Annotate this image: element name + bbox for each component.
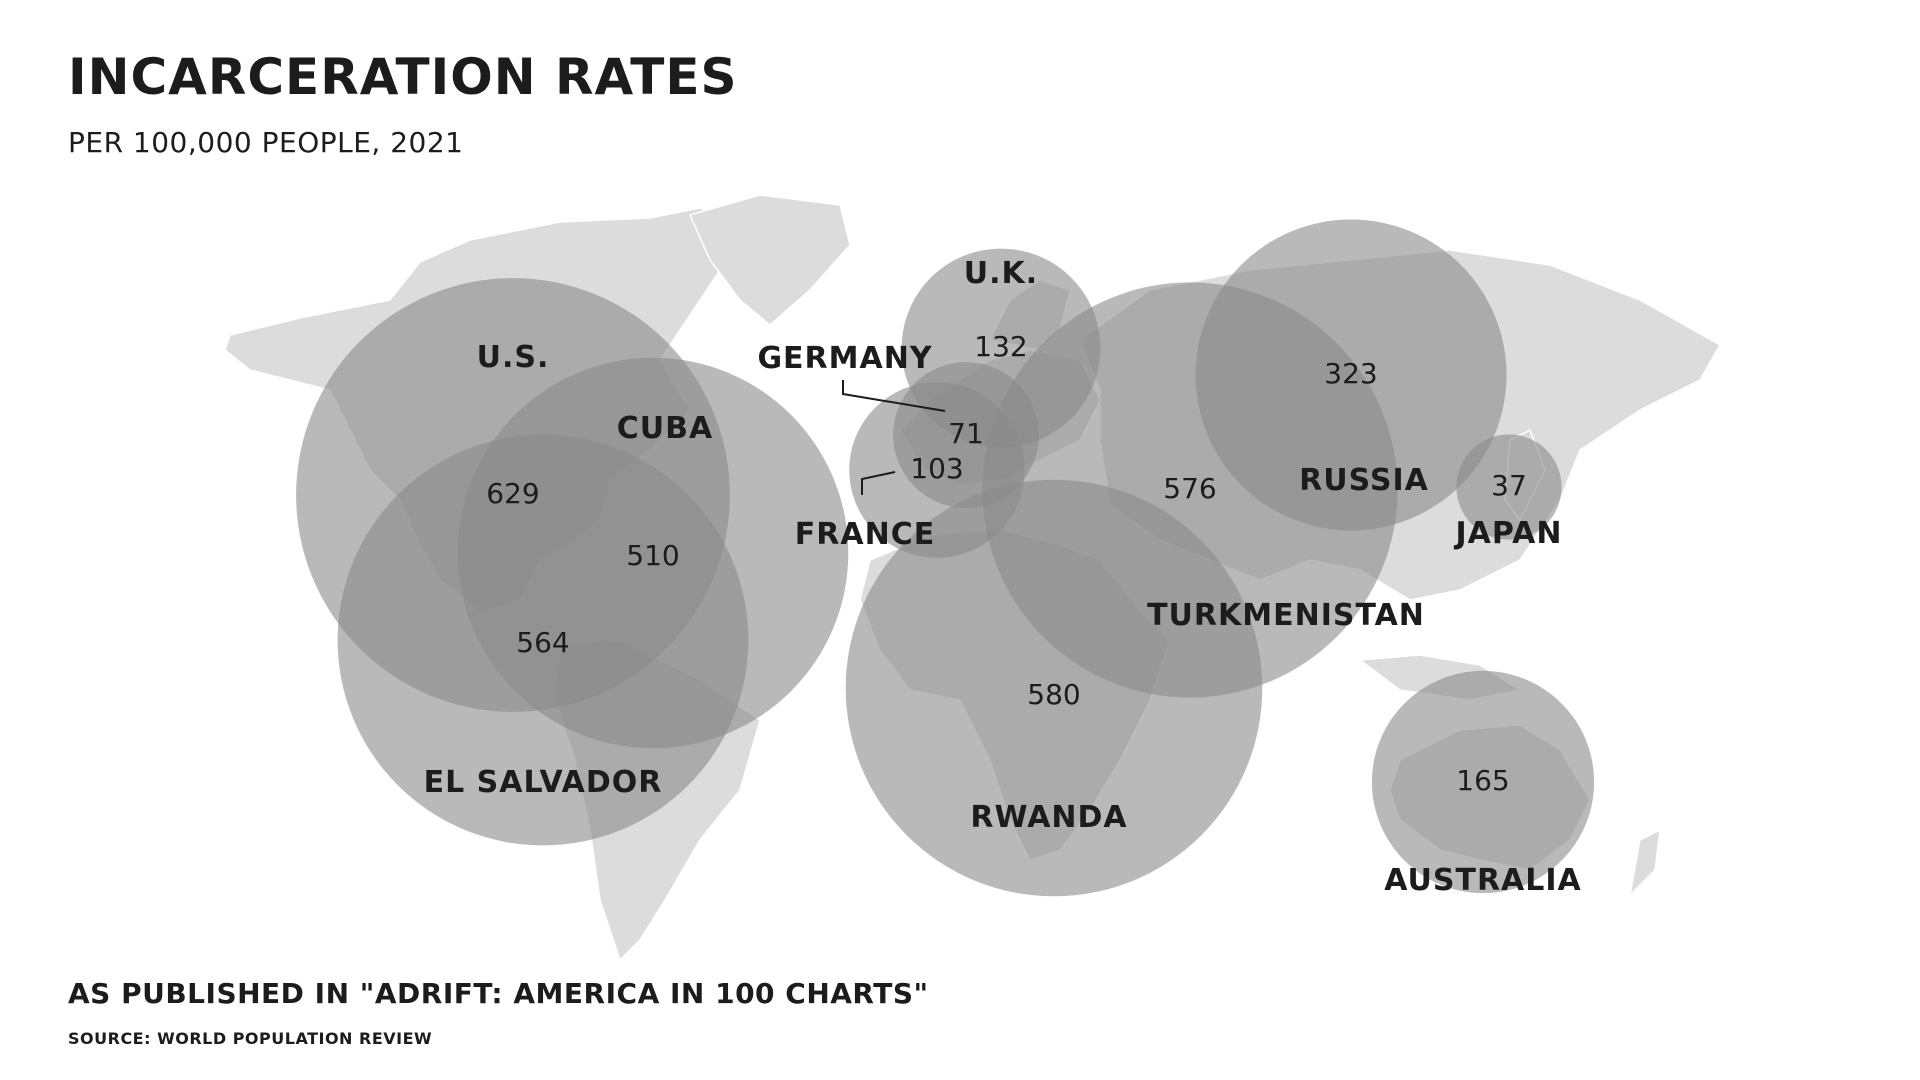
u-s-value-label: 629 [486,477,539,510]
australia-value-label: 165 [1456,764,1509,797]
cuba-country-label: CUBA [617,411,713,446]
el-salvador-value-label: 564 [516,626,569,659]
rwanda-bubble [845,479,1263,897]
japan-value-label: 37 [1491,469,1527,502]
cuba-value-label: 510 [626,539,679,572]
u-s-country-label: U.S. [477,340,550,375]
australia-bubble [1371,670,1595,894]
source-note: SOURCE: WORLD POPULATION REVIEW [68,1029,433,1048]
u-k-country-label: U.K. [964,256,1038,291]
leader-lines [842,380,946,495]
publication-note: AS PUBLISHED IN "ADRIFT: AMERICA IN 100 … [68,977,929,1010]
russia-country-label: RUSSIA [1299,463,1429,498]
chart-subtitle: PER 100,000 PEOPLE, 2021 [68,126,464,159]
russia-value-label: 323 [1324,357,1377,390]
rwanda-country-label: RWANDA [970,800,1127,835]
land-greenland [688,194,851,326]
el-salvador-bubble [337,434,749,846]
france-country-label: FRANCE [795,517,935,552]
chart-title: INCARCERATION RATES [68,48,738,106]
turkmenistan-country-label: TURKMENISTAN [1147,598,1425,633]
france-leader-line [861,471,896,495]
germany-leader-line [842,380,946,412]
japan-bubble [1456,434,1562,540]
germany-country-label: GERMANY [757,341,932,376]
turkmenistan-value-label: 576 [1163,472,1216,505]
country-labels: U.S. CUBA EL SALVADOR U.K. GERMANY FRANCE RUSS… [424,256,1582,898]
japan-country-label: JAPAN [1454,516,1563,551]
u-k-value-label: 132 [974,330,1027,363]
germany-value-label: 71 [948,417,984,450]
australia-country-label: AUSTRALIA [1384,863,1582,898]
france-value-label: 103 [910,452,963,485]
land-new-zealand [1628,828,1661,898]
rwanda-value-label: 580 [1027,678,1080,711]
bubble-layer [296,219,1595,897]
el-salvador-country-label: EL SALVADOR [424,765,663,800]
